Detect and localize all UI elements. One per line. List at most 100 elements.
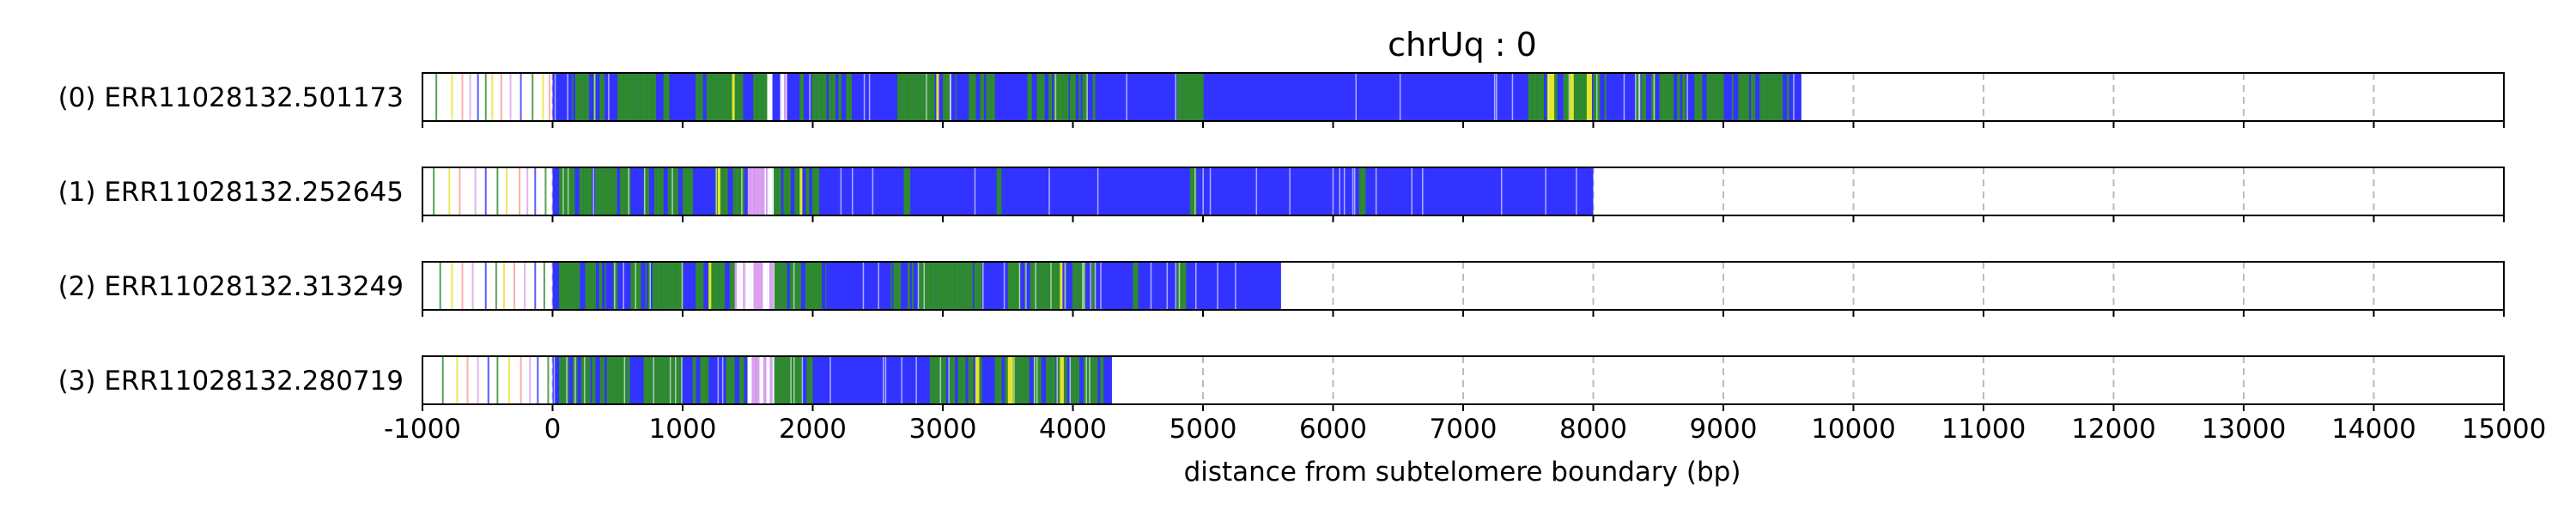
variant-stripe (926, 73, 932, 121)
variant-stripe (561, 356, 563, 404)
variant-stripe (629, 356, 631, 404)
variant-stripe (574, 262, 578, 310)
variant-stripe (620, 356, 626, 404)
variant-stripe (1049, 356, 1052, 404)
gap-mark (1375, 167, 1377, 215)
variant-stripe (1030, 262, 1035, 310)
variant-stripe (1202, 73, 1204, 121)
gap-mark (1166, 262, 1169, 310)
insertion-stripe (757, 262, 762, 310)
gap-mark (917, 262, 920, 310)
variant-band (1007, 262, 1099, 310)
variant-stripe (965, 262, 967, 310)
gap-mark (1547, 73, 1549, 121)
variant-stripe (901, 73, 904, 121)
mismatch-band (1060, 356, 1064, 404)
variant-stripe (659, 73, 664, 121)
variant-stripe (590, 356, 592, 404)
variant-stripe (1075, 73, 1079, 121)
gap-mark (840, 167, 842, 215)
gap-mark (1094, 262, 1097, 310)
variant-stripe (599, 356, 603, 404)
variant-stripe (1578, 73, 1584, 121)
variant-stripe (1024, 262, 1026, 310)
variant-stripe (908, 167, 911, 215)
variant-stripe (721, 356, 726, 404)
x-axis-label: distance from subtelomere boundary (bp) (1184, 457, 1741, 488)
variant-stripe (975, 73, 981, 121)
variant-stripe (1179, 262, 1182, 310)
insertion-stripe (763, 356, 767, 404)
variant-stripe (583, 262, 586, 310)
gap-mark (1343, 167, 1346, 215)
variant-stripe (1048, 73, 1053, 121)
variant-stripe (1073, 262, 1078, 310)
insertion-stripe (747, 167, 750, 215)
variant-stripe (846, 73, 851, 121)
insertion-band (780, 73, 787, 121)
variant-stripe (734, 167, 739, 215)
variant-stripe (909, 262, 912, 310)
variant-stripe (974, 262, 979, 310)
gap-mark (1493, 73, 1496, 121)
variant-stripe (1041, 356, 1047, 404)
variant-stripe (945, 356, 950, 404)
variant-stripe (652, 167, 654, 215)
variant-stripe (577, 262, 580, 310)
variant-stripe (1000, 167, 1002, 215)
variant-stripe (941, 262, 945, 310)
x-axis-ticks: -1000 0 1000 2000 3000 4000 5000 6000 7000 8000 90… (384, 414, 2546, 445)
variant-stripe (835, 73, 839, 121)
variant-stripe (945, 73, 951, 121)
variant-stripe (589, 73, 594, 121)
variant-stripe (1076, 356, 1080, 404)
variant-stripe (652, 262, 657, 310)
variant-stripe (576, 356, 578, 404)
insertion-stripe (767, 167, 769, 215)
variant-stripe (955, 73, 957, 121)
variant-stripe (1739, 73, 1745, 121)
variant-stripe (965, 356, 969, 404)
variant-stripe (1100, 356, 1104, 404)
variant-stripe (1639, 73, 1642, 121)
variant-stripe (809, 262, 814, 310)
variant-stripe (1659, 73, 1662, 121)
variant-stripe (583, 167, 588, 215)
variant-stripe (1056, 356, 1060, 404)
variant-stripe (1014, 356, 1017, 404)
variant-stripe (574, 167, 580, 215)
insertion-stripe (769, 262, 774, 310)
variant-stripe (999, 167, 1001, 215)
sparse-mark (519, 356, 522, 404)
variant-band (721, 356, 749, 404)
variant-stripe (598, 167, 602, 215)
variant-stripe (969, 262, 971, 310)
read-track: (0) ERR11028132.501173 (58, 72, 2505, 128)
variant-stripe (1719, 73, 1724, 121)
variant-stripe (1702, 73, 1707, 121)
gap-mark (1150, 262, 1152, 310)
variant-stripe (933, 356, 935, 404)
variant-stripe (567, 167, 572, 215)
variant-stripe (821, 73, 823, 121)
insertion-stripe (769, 167, 773, 215)
variant-stripe (935, 262, 938, 310)
variant-stripe (711, 73, 716, 121)
gap-mark (793, 356, 795, 404)
variant-band (559, 262, 618, 310)
variant-stripe (732, 167, 735, 215)
insertion-stripe (754, 167, 758, 215)
variant-stripe (1091, 262, 1094, 310)
variant-stripe (1129, 262, 1133, 310)
variant-stripe (1087, 73, 1093, 121)
variant-stripe (1133, 262, 1138, 310)
variant-stripe (665, 262, 669, 310)
gap-mark (882, 356, 884, 404)
sparse-mark (471, 262, 474, 310)
variant-stripe (727, 167, 733, 215)
variant-stripe (1176, 262, 1180, 310)
variant-stripe (679, 167, 683, 215)
variant-stripe (840, 73, 842, 121)
variant-stripe (957, 356, 961, 404)
